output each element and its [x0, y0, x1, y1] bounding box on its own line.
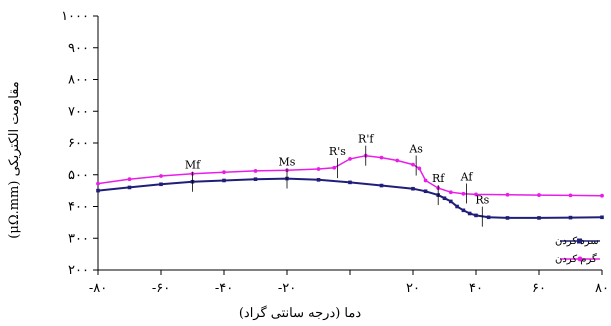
series-line-1	[98, 156, 602, 196]
y-tick-label: ۶۰۰	[68, 136, 89, 151]
data-point	[569, 216, 573, 220]
y-axis-title: مقاومت الکتریکی (μΩ.mm)	[7, 81, 22, 238]
data-point	[506, 193, 510, 197]
data-point	[96, 182, 100, 186]
data-point	[254, 177, 258, 181]
y-tick-label: ۱۰۰۰	[61, 9, 89, 24]
series-lines	[96, 154, 604, 220]
data-point	[537, 193, 541, 197]
data-point	[462, 192, 466, 196]
data-point	[317, 178, 321, 182]
y-tick-label: ۲۰۰	[68, 263, 89, 278]
data-point	[159, 174, 163, 178]
y-tick-label: ۳۰۰	[68, 231, 89, 246]
data-point	[455, 205, 459, 209]
data-point	[222, 170, 226, 174]
data-point	[474, 214, 478, 218]
annotation-label: R's	[329, 145, 346, 158]
data-point	[128, 186, 132, 190]
data-point	[506, 216, 510, 220]
annotation-label: As	[408, 143, 423, 156]
annotation-label: R'f	[358, 133, 374, 146]
data-point	[424, 179, 428, 183]
legend-label-heating: گرم کردن	[555, 253, 597, 265]
y-tick-label: ۸۰۰	[68, 73, 89, 88]
series-line-0	[98, 179, 602, 218]
x-tick-label: -۲۰	[278, 281, 296, 296]
data-point	[348, 181, 352, 185]
data-point	[332, 166, 336, 170]
annotation-label: Ms	[279, 156, 296, 169]
x-tick-label: -۶۰	[152, 281, 170, 296]
y-tick-label: ۵۰۰	[68, 168, 89, 183]
data-point	[462, 209, 466, 213]
data-point	[222, 179, 226, 183]
axes	[98, 16, 602, 270]
data-point	[449, 190, 453, 194]
data-point	[569, 193, 573, 197]
data-point	[395, 159, 399, 163]
data-point	[600, 215, 604, 219]
annotation-label: Rs	[475, 194, 489, 207]
x-tick-label: -۸۰	[89, 281, 107, 296]
data-point	[411, 187, 415, 191]
data-point	[468, 212, 472, 216]
data-point	[487, 215, 491, 219]
x-tick-label: -۴۰	[215, 281, 233, 296]
x-tick-label: ۶۰	[532, 281, 546, 296]
data-point	[317, 167, 321, 171]
data-point	[254, 169, 258, 173]
data-point	[380, 156, 384, 160]
data-point	[443, 196, 447, 200]
x-axis-title: دما (درجه سانتی گراد)	[239, 305, 362, 321]
data-point	[380, 184, 384, 188]
legend-item-heating: گرم کردن	[555, 253, 600, 265]
legend-item-cooling: سرد کردن	[555, 236, 600, 247]
data-point	[96, 189, 100, 193]
annotation-label: Af	[460, 170, 474, 183]
x-tick-label: ۴۰	[469, 281, 483, 296]
data-point	[411, 163, 415, 167]
y-tick-label: ۴۰۰	[68, 200, 89, 215]
annotation-label: Mf	[185, 159, 201, 172]
y-tick-label: ۷۰۰	[68, 104, 89, 119]
legend: سرد کردن گرم کردن	[555, 236, 600, 265]
data-point	[449, 200, 453, 204]
x-tick-label: ۸۰	[595, 281, 609, 296]
data-point	[537, 216, 541, 220]
annotation-label: Rf	[432, 172, 445, 185]
data-point	[348, 157, 352, 161]
data-point	[417, 167, 421, 171]
data-point	[600, 194, 604, 198]
legend-label-cooling: سرد کردن	[555, 236, 599, 247]
x-tick-label: ۲۰	[406, 281, 420, 296]
y-tick-label: ۹۰۰	[68, 41, 89, 56]
data-point	[159, 182, 163, 186]
data-point	[128, 177, 132, 181]
data-point	[424, 189, 428, 193]
